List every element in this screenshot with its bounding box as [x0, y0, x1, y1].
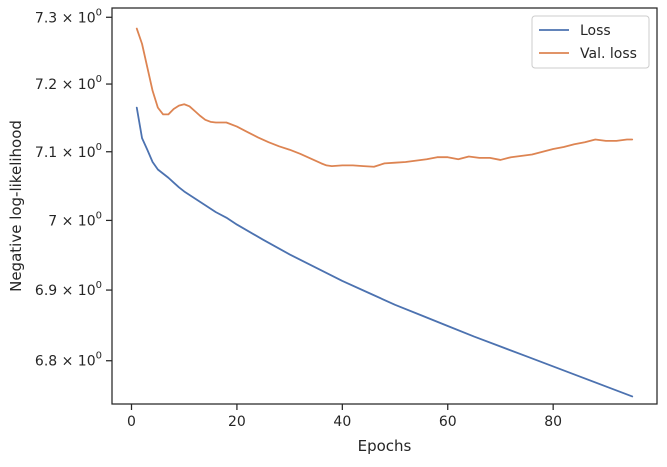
x-axis-ticks: 0 20 40 60 80 [127, 404, 562, 430]
legend-label-val-loss: Val. loss [580, 46, 637, 62]
plot-lines [135, 27, 634, 398]
series-line-val-loss [135, 27, 634, 168]
y-tick-label: 7.3 × 100 [35, 7, 102, 26]
y-tick-label: 7.1 × 100 [35, 142, 102, 161]
y-tick-label: 6.8 × 100 [35, 351, 102, 370]
x-axis-label: Epochs [358, 437, 412, 455]
legend-box [531, 15, 650, 69]
legend-label-loss: Loss [580, 23, 611, 39]
x-tick-label: 0 [127, 414, 136, 430]
x-tick-label: 40 [333, 414, 351, 430]
y-axis-ticks: 6.8 × 100 6.9 × 100 7 × 100 7.1 × 100 7.2 × … [35, 7, 112, 370]
plot-area-frame [111, 7, 658, 405]
x-tick-label: 60 [439, 414, 457, 430]
legend: Loss Val. loss [531, 15, 650, 69]
y-tick-label: 7 × 100 [48, 210, 102, 229]
y-tick-label: 6.9 × 100 [35, 280, 102, 299]
series-line-loss [135, 106, 634, 398]
y-axis-label: Negative log-likelihood [7, 120, 25, 292]
x-tick-label: 80 [544, 414, 562, 430]
x-tick-label: 20 [228, 414, 246, 430]
y-tick-label: 7.2 × 100 [35, 74, 102, 93]
